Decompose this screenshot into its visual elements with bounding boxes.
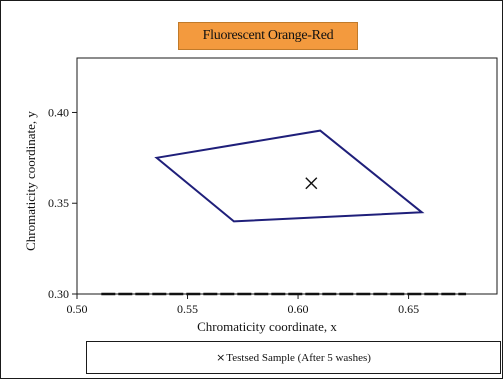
y-axis-label: Chromaticity coordinate, y: [23, 111, 38, 251]
axes: [72, 57, 498, 299]
y-tick-label: 0.40: [48, 105, 69, 119]
legend: × Testsed Sample (After 5 washes): [86, 341, 501, 374]
plot-data: [154, 129, 425, 223]
legend-label: Testsed Sample (After 5 washes): [226, 351, 371, 364]
marker-stroke: [305, 177, 318, 190]
tick-labels: 0.30 0.35 0.40 0.50 0.55 0.60 0.65: [48, 105, 419, 316]
x-tick-label: 0.50: [67, 302, 88, 316]
x-axis-label: Chromaticity coordinate, x: [197, 319, 337, 334]
y-tick-label: 0.35: [48, 196, 69, 210]
x-tick-label: 0.65: [398, 302, 419, 316]
plot-area: [76, 57, 498, 295]
y-tick-label: 0.30: [48, 287, 69, 301]
x-tick-label: 0.60: [288, 302, 309, 316]
x-tick-label: 0.55: [177, 302, 198, 316]
gamut-polygon: [154, 129, 425, 223]
legend-x-marker-icon: ×: [216, 351, 226, 364]
sample-x-marker: [305, 177, 318, 190]
chart-title: Fluorescent Orange-Red: [178, 22, 358, 50]
